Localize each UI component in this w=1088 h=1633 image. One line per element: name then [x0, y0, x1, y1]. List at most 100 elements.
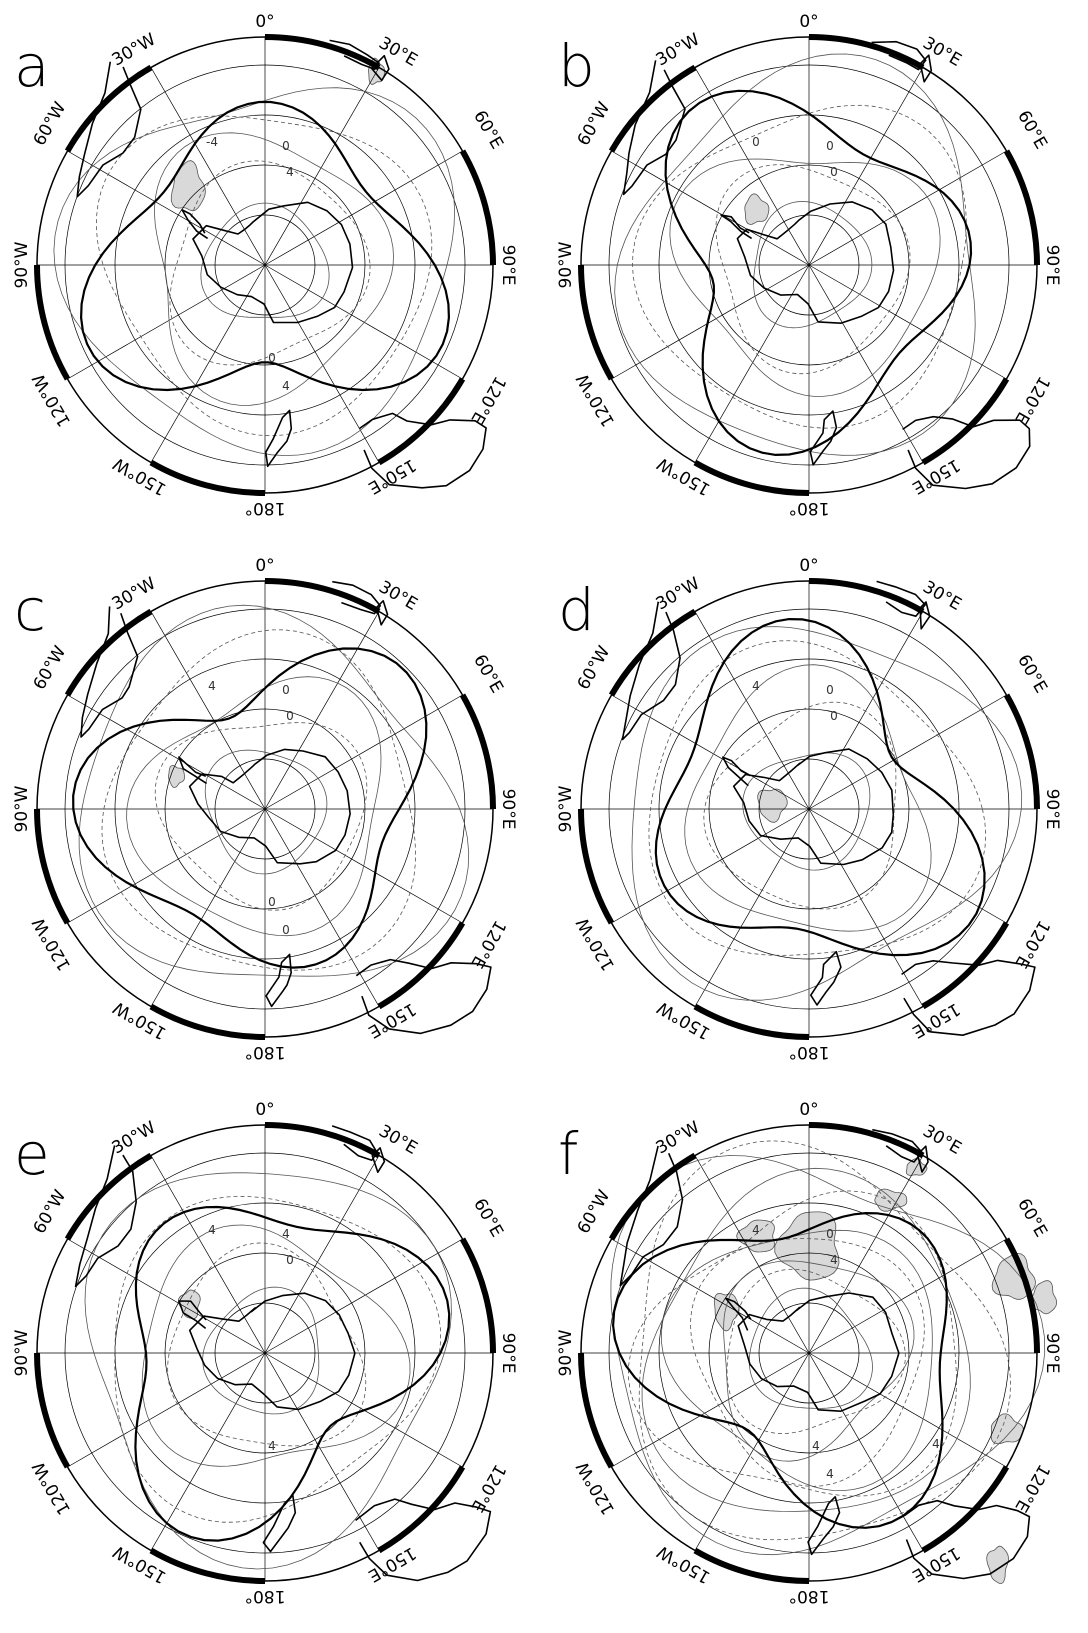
- frame-band: [264, 577, 381, 615]
- contour-value-label: 0: [282, 683, 290, 697]
- panel-label: d: [558, 576, 595, 644]
- frame-band: [149, 1003, 266, 1041]
- map-panel-a: 0° 30°E 60°E 90°E 120°E 150°E 180° 150°W 120°W 90…: [0, 0, 544, 544]
- contour-line: [628, 1190, 957, 1497]
- longitude-label: 30°E: [919, 33, 964, 71]
- longitude-label: 150°E: [365, 454, 420, 497]
- map-panel-f: 0° 30°E 60°E 90°E 120°E 150°E 180° 150°W 120°W 90…: [544, 1088, 1088, 1632]
- meridian-line: [611, 150, 810, 266]
- meridian-line: [150, 1352, 266, 1551]
- meridian-line: [264, 150, 463, 266]
- longitude-label: 150°W: [654, 1541, 714, 1587]
- longitude-label: 150°E: [365, 998, 420, 1041]
- new-zealand-coastline: [265, 409, 293, 468]
- longitude-label: 0°: [799, 1100, 818, 1120]
- shaded-region: [170, 160, 206, 212]
- frame-band: [608, 608, 697, 697]
- meridian-line: [67, 1238, 266, 1354]
- polar-map-c: 0°30°E60°E90°E120°E150°E180°150°W120°W90…: [12, 556, 518, 1062]
- frame-band: [33, 264, 71, 381]
- meridian-line: [67, 264, 266, 380]
- longitude-label: 90°W: [12, 1329, 32, 1376]
- contour-line: [154, 132, 394, 406]
- longitude-label: 180°: [245, 1586, 286, 1606]
- contour-value-label: 4: [282, 379, 290, 393]
- zero-contour: [72, 647, 428, 969]
- antarctica-coastline: [732, 748, 895, 866]
- shaded-region: [177, 1289, 201, 1320]
- meridian-line: [694, 264, 810, 463]
- contour-value-label: 4: [932, 1437, 940, 1451]
- panel-label: f: [558, 1120, 579, 1188]
- contour-value-label: 0: [826, 683, 834, 697]
- contour-value-label: 4: [826, 1467, 834, 1481]
- panel-label: b: [558, 32, 595, 100]
- contour-value-label: 0: [826, 139, 834, 153]
- longitude-label: 30°W: [109, 574, 160, 615]
- zero-contour: [611, 1211, 948, 1529]
- shaded-region: [713, 1292, 740, 1332]
- contour-line: [101, 629, 417, 971]
- longitude-label: 150°W: [654, 453, 714, 499]
- meridian-line: [67, 1352, 266, 1468]
- south-america-coastline: [80, 606, 139, 738]
- longitude-label: 120°E: [466, 1461, 509, 1516]
- meridian-line: [611, 1238, 810, 1354]
- new-zealand-coastline: [262, 1494, 297, 1553]
- meridian-line: [611, 808, 810, 924]
- frame-band: [808, 577, 925, 615]
- madagascar-coastline: [371, 1147, 386, 1173]
- contour-line: [703, 701, 897, 910]
- zero-contour: [79, 100, 451, 392]
- polar-map-f: 0°30°E60°E90°E120°E150°E180°150°W120°W90…: [556, 1100, 1062, 1606]
- contour-line: [648, 640, 987, 956]
- meridian-line: [808, 264, 924, 463]
- contour-line: [200, 202, 330, 318]
- contour-line: [690, 1238, 925, 1487]
- contour-value-label: 4: [752, 1223, 760, 1237]
- longitude-label: 180°: [245, 498, 286, 518]
- contour-value-label: 0: [286, 1253, 294, 1267]
- map-panel-c: 0° 30°E 60°E 90°E 120°E 150°E 180° 150°W 120°W 90…: [0, 544, 544, 1088]
- contour-line: [631, 626, 1023, 1001]
- africa-coastline: [876, 580, 926, 617]
- frame-band: [33, 1352, 71, 1469]
- frame-band: [608, 1152, 697, 1241]
- contour-line: [141, 1224, 411, 1467]
- meridian-line: [611, 694, 810, 810]
- longitude-label: 60°W: [30, 1187, 71, 1238]
- new-zealand-coastline: [810, 950, 842, 1006]
- longitude-label: 30°W: [653, 574, 704, 615]
- longitude-label: 180°: [789, 498, 830, 518]
- antarctic-peninsula-coastline: [720, 214, 753, 240]
- antarctic-peninsula-coastline: [178, 1300, 207, 1330]
- frame-band: [264, 1121, 381, 1159]
- panel-label: a: [14, 32, 50, 100]
- longitude-label: 30°E: [919, 577, 964, 615]
- meridian-line: [150, 67, 266, 266]
- meridian-line: [264, 264, 380, 463]
- frame-band: [577, 808, 615, 925]
- longitude-label: 90°E: [498, 1333, 518, 1374]
- contour-value-label: 0: [268, 351, 276, 365]
- shaded-region: [168, 765, 185, 788]
- longitude-label: 60°E: [1013, 1195, 1051, 1240]
- frame-band: [693, 459, 810, 497]
- contour-value-label: 0: [830, 165, 838, 179]
- contour-line: [167, 1242, 367, 1447]
- contour-value-label: 4: [208, 1223, 216, 1237]
- frame-band: [921, 921, 1010, 1010]
- longitude-label: 30°W: [653, 1118, 704, 1159]
- longitude-label: 120°E: [466, 917, 509, 972]
- madagascar-coastline: [916, 1145, 929, 1173]
- meridian-line: [150, 808, 266, 1007]
- longitude-label: 60°W: [574, 643, 615, 694]
- contour-line: [753, 201, 873, 329]
- frame-band: [577, 264, 615, 381]
- longitude-label: 90°W: [12, 785, 32, 832]
- meridian-line: [611, 264, 810, 380]
- frame-band: [693, 1547, 810, 1585]
- meridian-line: [808, 808, 1007, 924]
- contour-value-label: 0: [826, 1227, 834, 1241]
- contour-line: [742, 752, 871, 871]
